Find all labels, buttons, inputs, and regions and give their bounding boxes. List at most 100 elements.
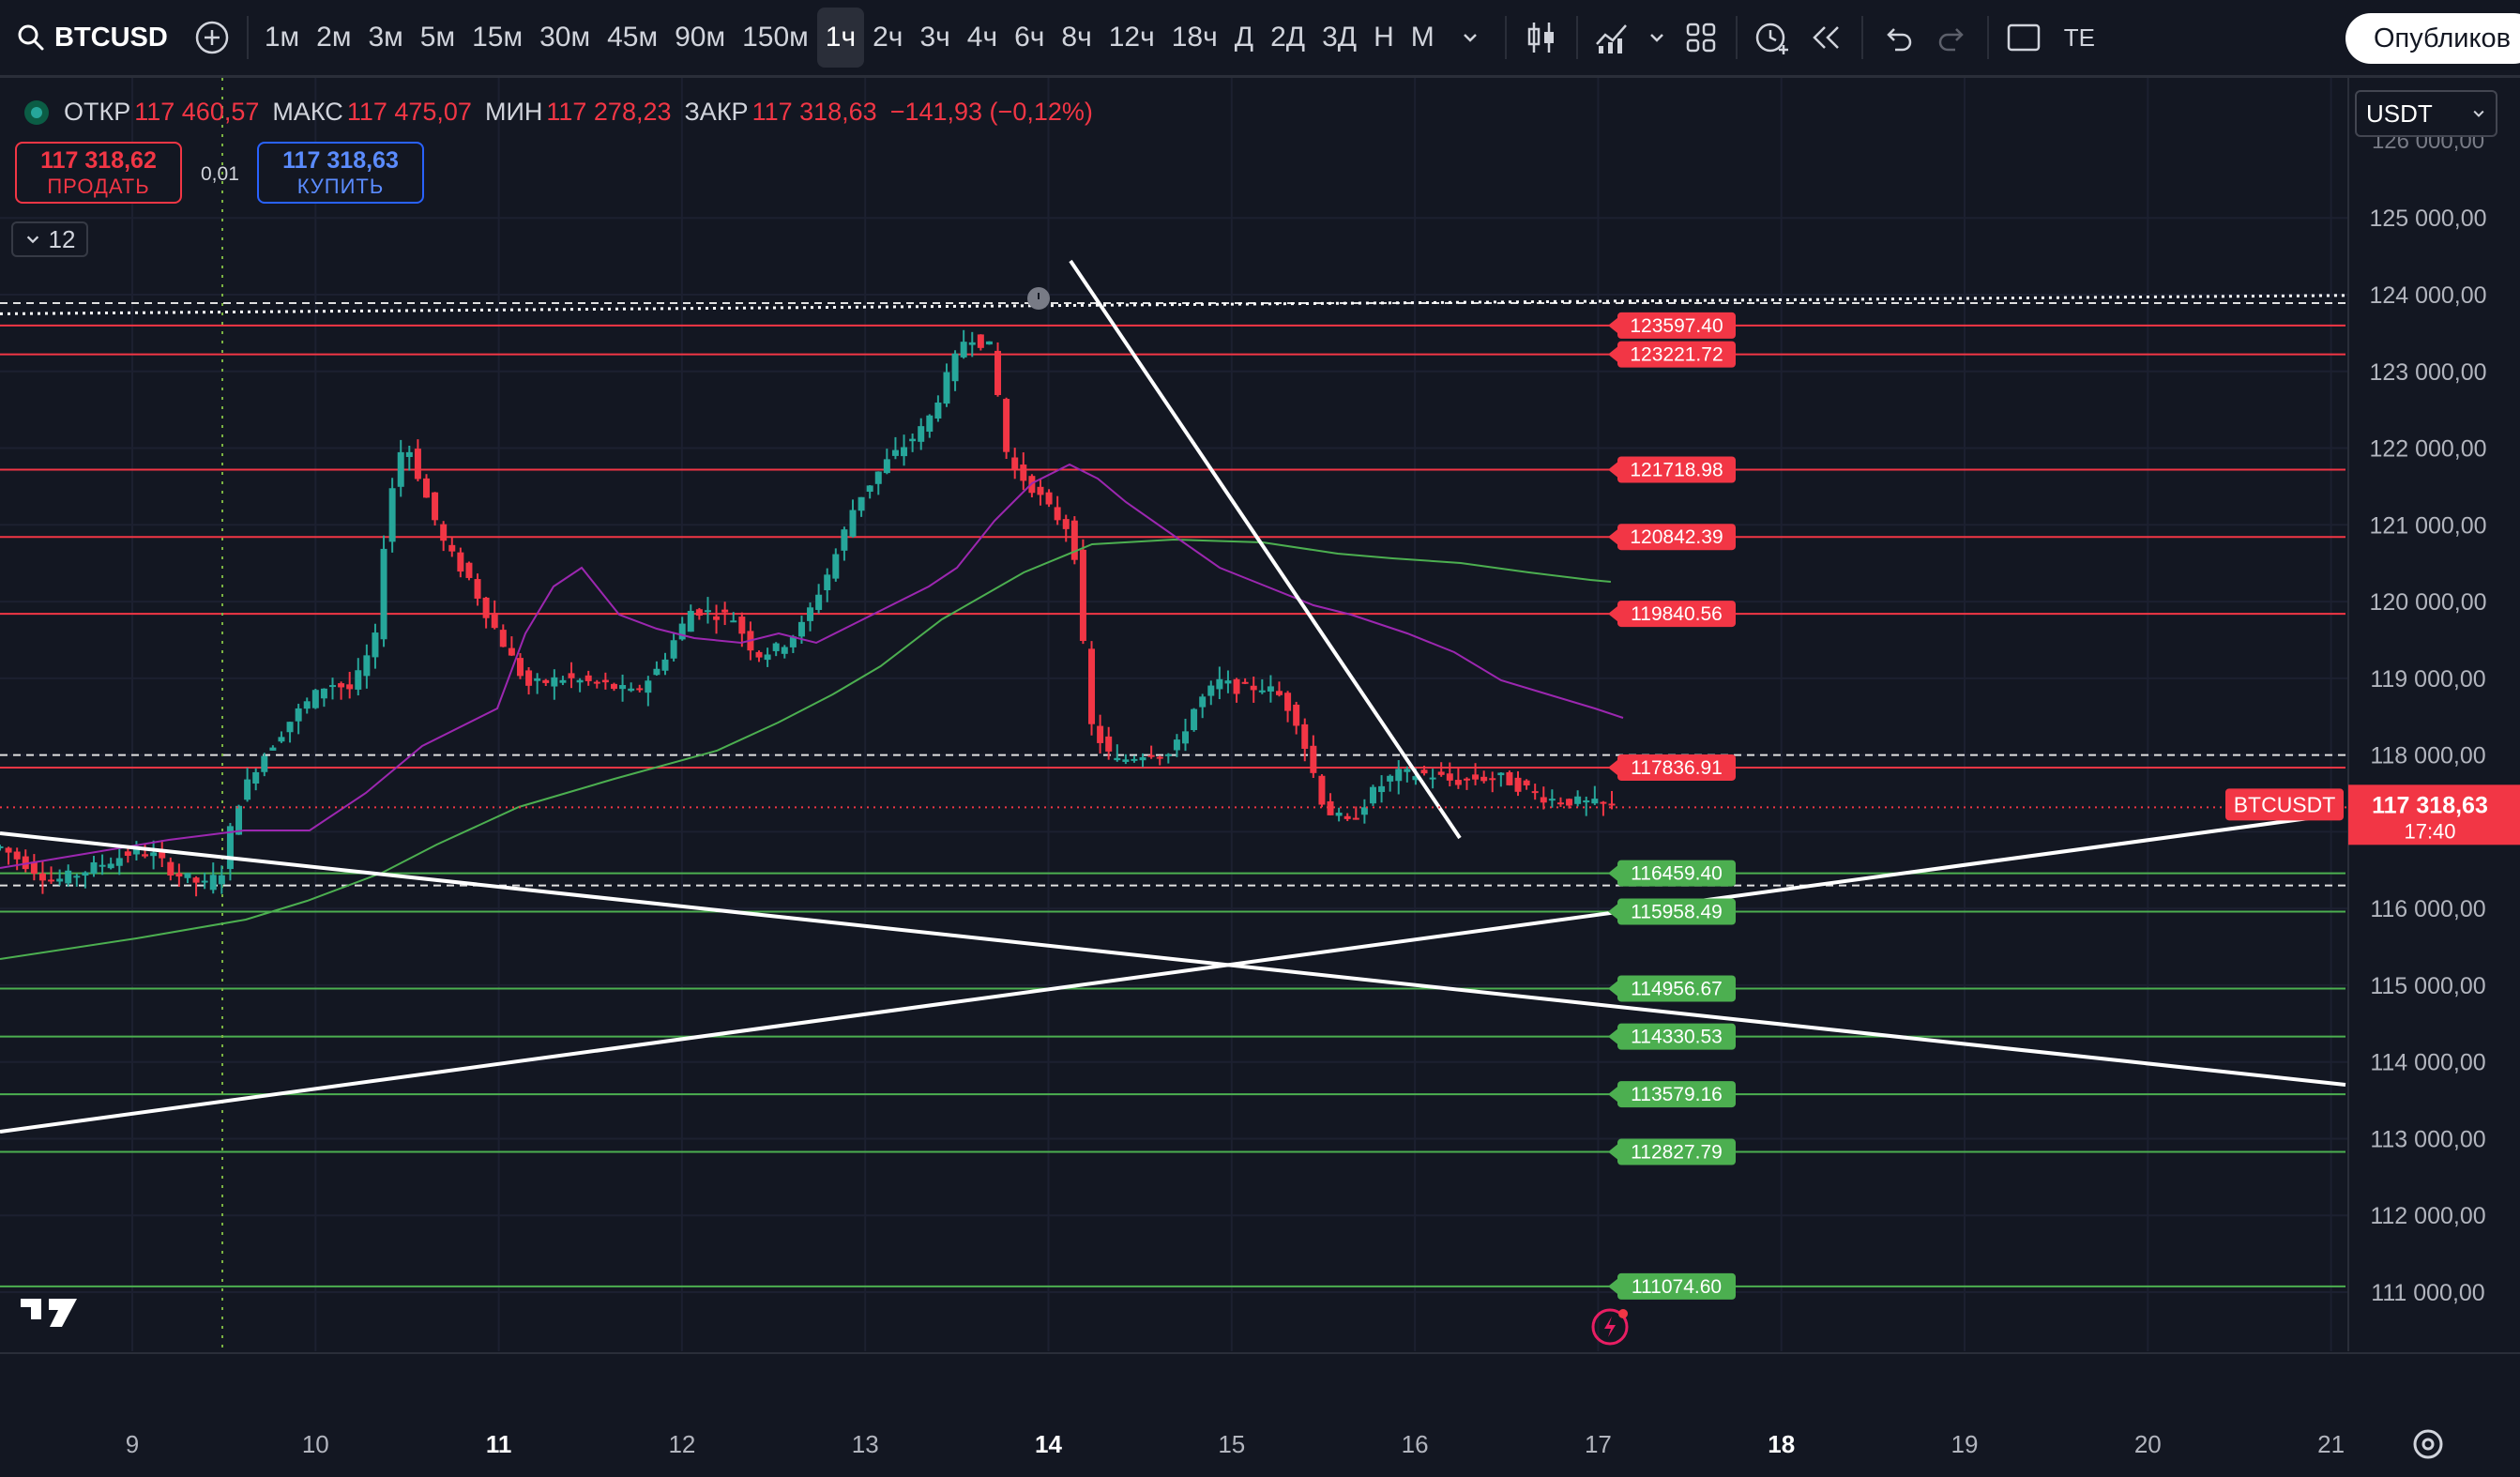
- level-label-pointer: [1608, 529, 1617, 545]
- resistance-level-label: [1617, 524, 1736, 551]
- level-label-pointer: [1608, 1144, 1617, 1160]
- toolbar-extra-label: TE: [2063, 23, 2096, 52]
- candle-body: [346, 684, 354, 690]
- candle-body: [1037, 486, 1044, 495]
- interval-15м[interactable]: 15м: [472, 22, 524, 53]
- interval-6ч[interactable]: 6ч: [1014, 22, 1045, 53]
- alert-icon[interactable]: [1745, 8, 1799, 68]
- level-value: 114956.67: [1631, 978, 1723, 999]
- candle-body: [1463, 778, 1470, 781]
- interval-8ч[interactable]: 8ч: [1061, 22, 1092, 53]
- fullscreen-icon[interactable]: [1996, 8, 2051, 68]
- candle-body: [576, 679, 584, 683]
- time-axis: [0, 1351, 2520, 1477]
- interval-2м[interactable]: 2м: [316, 22, 352, 53]
- candle-body: [610, 683, 617, 690]
- candle-body: [1182, 731, 1190, 744]
- interval-3Д[interactable]: 3Д: [1322, 22, 1358, 53]
- layout-grid-icon[interactable]: [1674, 8, 1728, 68]
- level-value: 112827.79: [1631, 1142, 1723, 1164]
- candle-body: [1395, 769, 1403, 782]
- candle-body: [951, 353, 959, 382]
- interval-2ч[interactable]: 2ч: [873, 22, 903, 53]
- buy-button[interactable]: 117 318,63 КУПИТЬ: [257, 142, 424, 204]
- publish-button[interactable]: Опубликов: [2345, 13, 2520, 64]
- sell-button[interactable]: 117 318,62 ПРОДАТЬ: [15, 142, 182, 204]
- interval-18ч[interactable]: 18ч: [1171, 22, 1218, 53]
- candle-body: [824, 574, 831, 590]
- candle-body: [926, 415, 934, 433]
- level-value: 121718.98: [1630, 460, 1723, 481]
- chevron-down-icon[interactable]: [1443, 8, 1497, 68]
- candle-body: [48, 879, 55, 882]
- candle-body: [866, 485, 873, 492]
- indicators-collapse-button[interactable]: 12: [11, 221, 88, 257]
- candle-body: [0, 845, 4, 848]
- candle-body: [1360, 807, 1368, 815]
- candle-body: [1173, 739, 1180, 751]
- candle-body: [883, 459, 890, 474]
- level-label-pointer: [1608, 462, 1617, 478]
- interval-5м[interactable]: 5м: [419, 22, 456, 53]
- indicators-icon[interactable]: [1586, 8, 1640, 68]
- interval-12ч[interactable]: 12ч: [1108, 22, 1155, 53]
- candle-body: [1199, 696, 1207, 708]
- plot-area: [0, 78, 2348, 1351]
- candle-body: [303, 701, 311, 709]
- add-symbol-icon[interactable]: [185, 8, 239, 68]
- candle-body: [295, 708, 302, 722]
- ma-fast-line: [0, 463, 1624, 869]
- candle-body: [934, 402, 942, 419]
- time-tick-label: 11: [486, 1430, 512, 1458]
- redo-icon[interactable]: [1925, 8, 1980, 68]
- interval-Д[interactable]: Д: [1234, 22, 1254, 53]
- interval-150м[interactable]: 150м: [742, 22, 809, 53]
- interval-4ч[interactable]: 4ч: [966, 22, 998, 53]
- interval-90м[interactable]: 90м: [675, 22, 726, 53]
- interval-М[interactable]: М: [1410, 22, 1435, 53]
- candle-body: [1139, 756, 1146, 761]
- interval-3м[interactable]: 3м: [368, 22, 403, 53]
- interval-2Д[interactable]: 2Д: [1270, 22, 1306, 53]
- candle-body: [559, 679, 567, 683]
- candle-body: [1540, 797, 1547, 803]
- level-label-pointer: [1608, 865, 1617, 881]
- interval-3ч[interactable]: 3ч: [919, 22, 950, 53]
- time-tick-label: 18: [1768, 1430, 1795, 1458]
- resistance-level-label: [1617, 312, 1736, 339]
- candle-body: [372, 632, 379, 658]
- interval-1м[interactable]: 1м: [264, 22, 300, 53]
- dotted-trend-line: [0, 294, 2346, 315]
- candle-body: [1258, 690, 1266, 693]
- candle-body: [1566, 799, 1573, 806]
- level-label-pointer: [1608, 317, 1617, 333]
- lightning-icon[interactable]: [1591, 1308, 1629, 1346]
- settings-icon[interactable]: [2413, 1429, 2443, 1459]
- candle-body: [584, 675, 592, 681]
- market-status-icon: [24, 99, 49, 125]
- undo-icon[interactable]: [1871, 8, 1925, 68]
- price-axis: [2348, 78, 2520, 1351]
- candle-body: [388, 488, 396, 542]
- candle-body: [1088, 648, 1096, 724]
- interval-45м[interactable]: 45м: [607, 22, 659, 53]
- time-tick-label: 17: [1585, 1430, 1612, 1458]
- candle-body: [738, 617, 746, 634]
- interval-1ч[interactable]: 1ч: [816, 8, 865, 68]
- candle-body: [1327, 800, 1334, 815]
- currency-select[interactable]: USDT: [2355, 90, 2497, 137]
- symbol-search[interactable]: BTCUSD: [0, 0, 185, 75]
- candle-body: [192, 877, 200, 883]
- support-level-label: [1617, 1023, 1736, 1050]
- chevron-down-icon[interactable]: [1640, 8, 1674, 68]
- interval-30м[interactable]: 30м: [539, 22, 591, 53]
- interval-Н[interactable]: Н: [1374, 22, 1394, 53]
- candle-body: [491, 613, 498, 629]
- price-chart[interactable]: 123597.40 123221.72 121718.98 120842.39 1198…: [0, 78, 2520, 1477]
- candle-body: [891, 449, 899, 456]
- candle-body: [1429, 777, 1436, 780]
- candle-body: [704, 610, 711, 613]
- candle-body: [244, 779, 251, 800]
- candles-icon[interactable]: [1514, 8, 1569, 68]
- replay-icon[interactable]: [1799, 8, 1854, 68]
